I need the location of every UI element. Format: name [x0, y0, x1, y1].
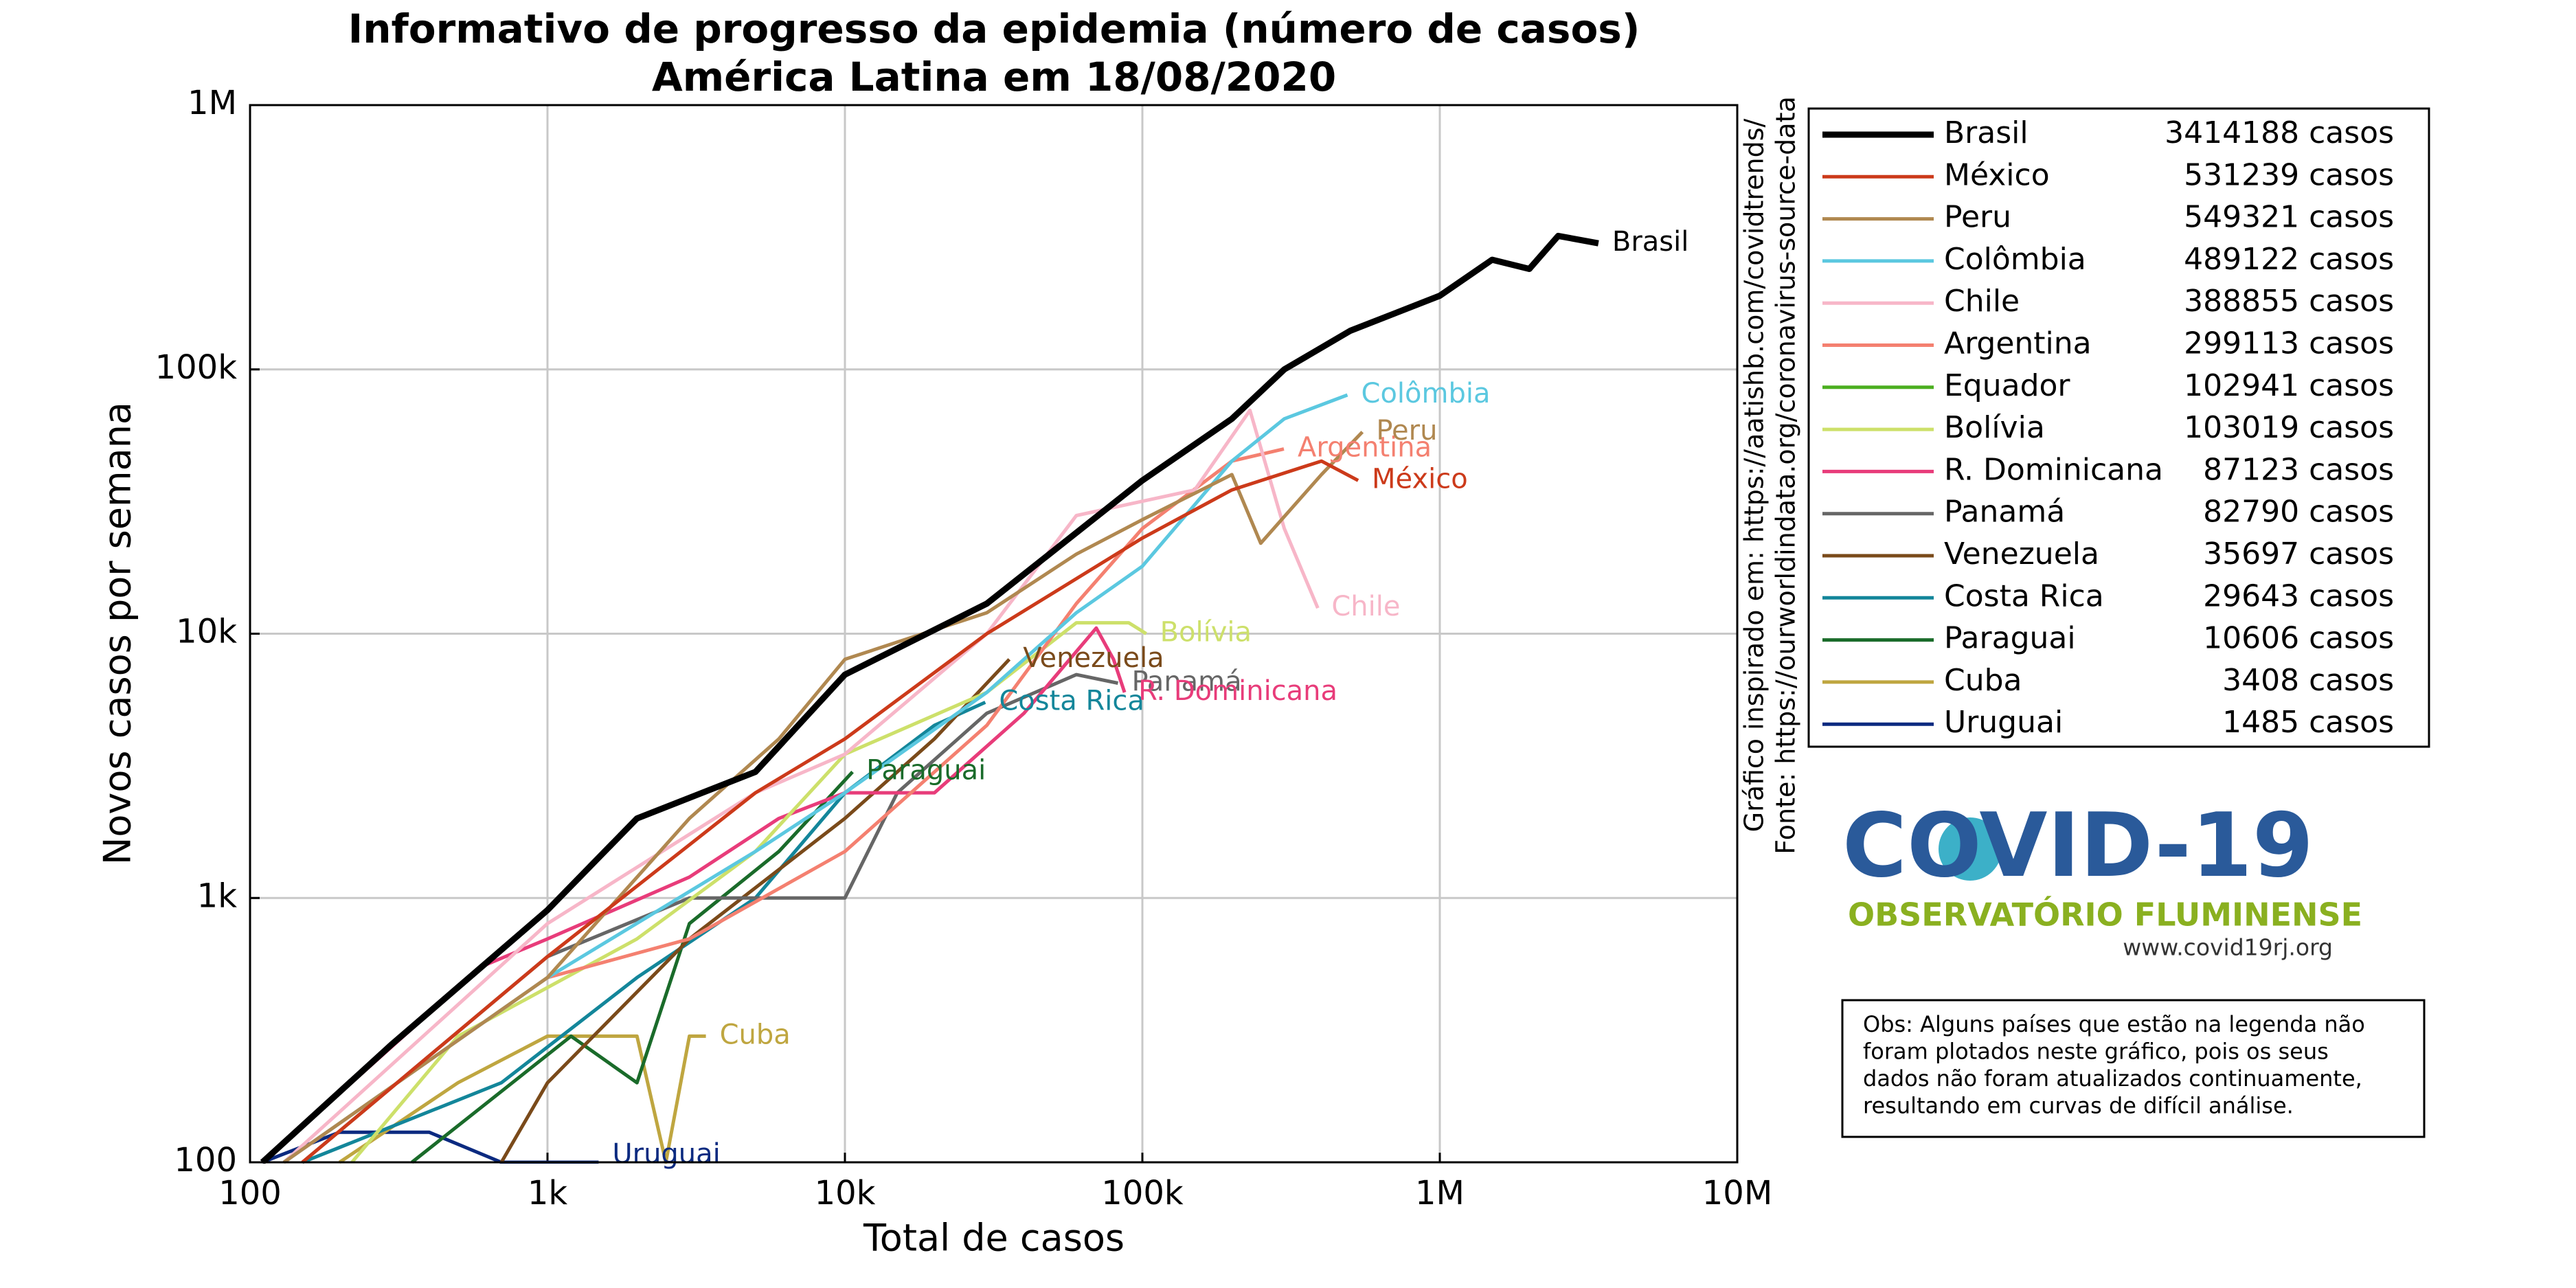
logo-title: COVID-19: [1842, 795, 2314, 897]
note-line: Obs: Alguns países que estão na legenda …: [1863, 1011, 2365, 1037]
legend-total: 3408 casos: [2222, 663, 2394, 698]
x-tick-label: 10M: [1702, 1174, 1773, 1212]
note-line: dados não foram atualizados continuament…: [1863, 1065, 2362, 1092]
series-end-label: Peru: [1376, 415, 1437, 447]
y-axis-label: Novos casos por semana: [96, 402, 139, 865]
legend-label: México: [1944, 157, 2050, 192]
logo-subtitle: OBSERVATÓRIO FLUMINENSE: [1848, 896, 2362, 934]
legend-label: Panamá: [1944, 495, 2065, 530]
legend-label: Paraguai: [1944, 621, 2076, 656]
legend-label: Cuba: [1944, 663, 2022, 698]
series-end-label: Brasil: [1612, 226, 1688, 258]
legend-total: 87123 casos: [2203, 452, 2394, 487]
series-end-label: Panamá: [1131, 666, 1241, 697]
series-line: [301, 459, 1359, 1164]
x-axis-label: Total de casos: [863, 1217, 1125, 1260]
logo-virus: [1939, 817, 2002, 881]
legend-label: Peru: [1944, 200, 2011, 235]
legend-label: Colômbia: [1944, 242, 2086, 277]
legend-total: 103019 casos: [2184, 410, 2394, 445]
legend-label: R. Dominicana: [1944, 452, 2163, 487]
legend-label: Brasil: [1944, 115, 2029, 150]
series-end-label: Chile: [1331, 591, 1400, 622]
series-end-label: Paraguai: [866, 755, 986, 787]
legend-total: 10606 casos: [2203, 621, 2394, 656]
series-line: [411, 771, 854, 1164]
legend-label: Argentina: [1944, 326, 2092, 361]
series-end-label: México: [1372, 463, 1468, 495]
legend-total: 299113 casos: [2184, 326, 2394, 361]
legend-label: Costa Rica: [1944, 578, 2104, 613]
legend-total: 531239 casos: [2184, 157, 2394, 192]
legend-total: 388855 casos: [2184, 284, 2394, 319]
legend-total: 3414188 casos: [2165, 115, 2394, 150]
note-box: [1841, 999, 2426, 1138]
logo: COVID-19 OBSERVATÓRIO FLUMINENSE www.cov…: [1842, 795, 2362, 960]
plot-frame: [249, 104, 1739, 1164]
legend-label: Uruguai: [1944, 705, 2063, 740]
logo-url: www.covid19rj.org: [2123, 934, 2333, 961]
series-end-label: Colômbia: [1362, 378, 1491, 409]
series-line: [282, 447, 1285, 1164]
legend-total: 102941 casos: [2184, 368, 2394, 403]
legend-total: 549321 casos: [2184, 200, 2394, 235]
note-line: foram plotados neste gráfico, pois os se…: [1863, 1039, 2329, 1065]
y-tick-label: 1M: [188, 84, 237, 122]
x-tick-label: 10k: [815, 1174, 876, 1212]
legend-label: Venezuela: [1944, 536, 2099, 572]
series-line: [282, 408, 1320, 1164]
series-line: [282, 431, 1364, 1164]
chart-subtitle: América Latina em 18/08/2020: [652, 54, 1336, 100]
y-tick-label: 100k: [155, 348, 238, 387]
x-tick-label: 1M: [1415, 1174, 1465, 1212]
legend-total: 489122 casos: [2184, 242, 2394, 277]
series-line: [499, 658, 1011, 1164]
x-tick-label: 100k: [1101, 1174, 1184, 1212]
series-end-label: R. Dominicana: [1138, 675, 1337, 707]
y-tick-label: 100: [174, 1141, 237, 1179]
series-end-label: Uruguai: [612, 1138, 720, 1170]
legend-label: Bolívia: [1944, 410, 2045, 445]
note-line: resultando em curvas de difícil análise.: [1863, 1093, 2294, 1119]
series-line: [338, 1034, 706, 1164]
legend-total: 29643 casos: [2203, 578, 2394, 613]
series-end-label: Argentina: [1298, 432, 1432, 464]
series-end-label: Bolívia: [1160, 617, 1252, 648]
legend-label: Equador: [1944, 368, 2070, 403]
series-end-label: Costa Rica: [999, 685, 1144, 716]
x-tick-label: 1k: [528, 1174, 568, 1212]
series-line: [282, 393, 1348, 1164]
series-line: [260, 232, 1599, 1164]
y-tick-label: 1k: [197, 877, 238, 915]
side-note: Fonte: https://ourworldindata.org/corona…: [1771, 96, 1801, 855]
legend-total: 1485 casos: [2222, 705, 2394, 740]
side-note: Gráfico inspirado em: https://aatishb.co…: [1739, 118, 1770, 832]
series-end-label: Cuba: [720, 1019, 791, 1050]
legend-total: 35697 casos: [2203, 536, 2394, 572]
legend-total: 82790 casos: [2203, 495, 2394, 530]
series-end-label: Venezuela: [1023, 642, 1164, 674]
chart-title: Informativo de progresso da epidemia (nú…: [348, 5, 1640, 52]
y-tick-label: 10k: [176, 613, 237, 651]
legend-label: Chile: [1944, 284, 2020, 319]
x-tick-label: 100: [218, 1174, 282, 1212]
